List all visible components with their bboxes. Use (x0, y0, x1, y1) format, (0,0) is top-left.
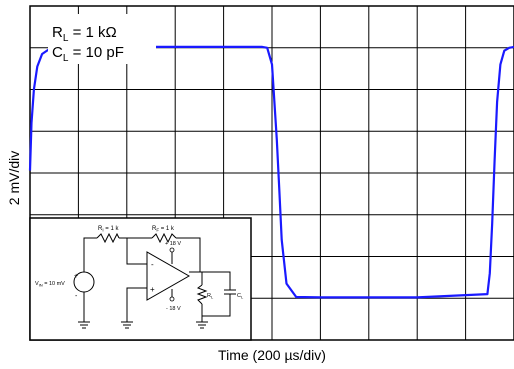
wire-inv-input (126, 238, 147, 265)
wire-noninv-input (126, 287, 147, 322)
opamp-symbol (146, 251, 191, 301)
grid (30, 6, 514, 340)
vpos-label: + 18 V (165, 241, 181, 247)
source-minus: - (75, 293, 78, 300)
ground-icon (78, 321, 90, 329)
inset-frame (29, 217, 252, 341)
annotation-cl: CL = 10 pF (52, 44, 124, 64)
vneg-label: - 18 V (166, 306, 181, 312)
source-symbol (73, 271, 95, 293)
annotation-rl: RL = 1 kΩ (52, 24, 117, 44)
wire-feedback (176, 237, 201, 272)
wire-output (189, 271, 231, 285)
source-plus: + (74, 273, 78, 280)
plot-frame (29, 5, 514, 341)
rf-resistor (151, 232, 177, 244)
ri-label: RI = 1 k (98, 226, 119, 233)
ground-icon (196, 321, 208, 329)
wire-src-ri (83, 237, 97, 272)
opamp-minus-label: - (151, 260, 154, 269)
rf-label: RF = 1 k (152, 226, 175, 233)
rl-label: RL (207, 293, 214, 300)
annotation-background (48, 14, 156, 64)
opamp-plus-label: + (150, 285, 155, 294)
ri-resistor (96, 232, 120, 244)
vneg-terminal (169, 296, 175, 302)
y-axis-label: 2 mV/div (6, 151, 22, 205)
rl-resistor (196, 284, 208, 305)
wire-load-return (201, 298, 231, 317)
ground-icon (121, 321, 133, 329)
vin-label: VIN = 10 mV (35, 281, 65, 288)
schematic-inset: RI = 1 k RF = 1 k - + + 18 V - 18 V + - … (29, 217, 252, 341)
x-axis-label: Time (200 µs/div) (218, 347, 326, 363)
cl-label: CL (237, 293, 244, 300)
vpos-terminal (169, 247, 175, 253)
